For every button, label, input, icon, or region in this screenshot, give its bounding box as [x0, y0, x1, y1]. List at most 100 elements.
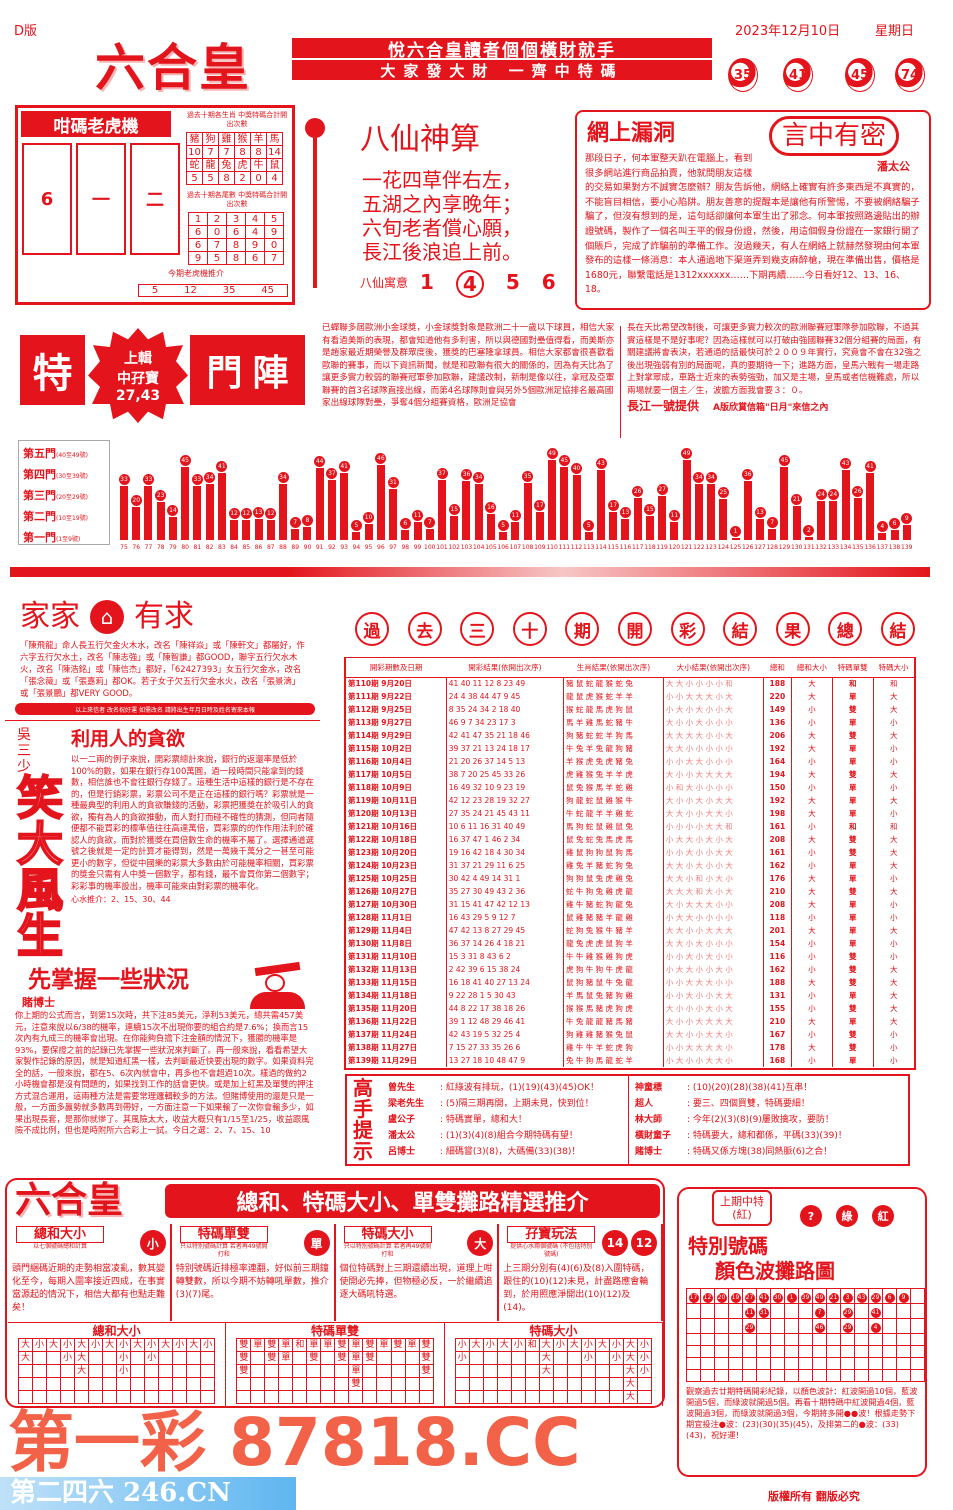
size-results: 小 小 大 大 大 大 小 [663, 1041, 764, 1054]
number-ball: 27 [744, 1293, 755, 1303]
number-ball: 19 [730, 1293, 741, 1303]
sum-big-small: 小 [791, 963, 833, 976]
chart-period-label: 129 [778, 544, 791, 551]
zhangwo-body: 你上期的公式而言，到第15次時，共下注85美元，淨利53美元，總共需457美元，… [15, 1010, 314, 1135]
special-odd-even: 單 [832, 794, 874, 807]
chart-value-label: 34 [473, 472, 485, 484]
tip-text: : 今年(2)(3)(8)(9)屢敗擒攻，要防！ [687, 1115, 834, 1125]
zodiac-results: 狗 豬 蛇 蛇 羊 狗 馬 [563, 729, 664, 742]
chart-bar [291, 528, 300, 540]
special-odd-even: 雙 [832, 1028, 874, 1041]
number-ball: 6 [884, 1293, 895, 1303]
liyong-tip: 心水推介：2、15、30、44 [71, 895, 171, 904]
sum: 164 [763, 755, 792, 768]
road-cell: 單 [348, 1338, 364, 1352]
chart-bar [413, 522, 422, 540]
special-odd-even: 雙 [832, 846, 874, 859]
sum: 208 [763, 898, 792, 911]
sum-big-small: 大 [791, 690, 833, 703]
card-body: 上三期分別有(4)(6)及(8)入圍特碼，跟住的(10)(12)未見，計盡路應會… [503, 1264, 650, 1313]
copyright: 版權所有 翻版必究 [768, 1490, 860, 1503]
color-road-cell [756, 1333, 771, 1346]
chart-bar [193, 486, 202, 540]
sum: 201 [763, 924, 792, 937]
chart-value-label: 14 [167, 505, 179, 517]
results-title-char: 開 [617, 612, 652, 646]
chart-value-label: 2 [803, 524, 815, 536]
sum-big-small: 小 [791, 755, 833, 768]
chart-bar [327, 479, 336, 540]
color-road-cell [798, 1303, 813, 1319]
tail-cell: 8 [226, 238, 246, 252]
period-date: 第132期 11月13日 [346, 963, 447, 976]
recommend-card: 特碼單雙 只以特別號碼計算 若者再49號開打和 單特別號碼近排極率連翻，好似前三期鐘… [172, 1224, 336, 1321]
road-cell: 雙 [362, 1338, 378, 1352]
color-road-cell [784, 1369, 799, 1382]
baxian-poem: 一花四草伴右左， 五湖之內享晚年； 六旬老者償心願， 長江後浪追上前。 [362, 168, 522, 264]
number-ball: 29 [744, 1323, 755, 1333]
color-road-cell: 41 [756, 1288, 771, 1304]
road-cell [538, 1390, 554, 1404]
chart-value-label: 25 [717, 487, 729, 499]
tip-text: : (5)隔三期再開，上期未見，快到位！ [440, 1099, 594, 1109]
sum: 150 [763, 781, 792, 794]
color-road-row [686, 1333, 925, 1346]
zodiac-results: 羊 猴 虎 兔 虎 豬 兔 [563, 755, 664, 768]
period-date: 第126期 10月27日 [346, 885, 447, 898]
column-header: 開彩期數及日期 [346, 659, 447, 678]
table-row: 第126期 10月27日 35 27 30 49 43 2 36 蛇 牛 狗 兔 雞… [346, 885, 914, 898]
special-big-small: 小 [890, 874, 898, 883]
color-road-cell: 49 [812, 1288, 827, 1304]
draw-numbers: 39 37 21 13 24 18 17 [446, 742, 565, 755]
count-cell: 7 [202, 145, 219, 159]
chart-value-label: 34 [204, 472, 216, 484]
zodiac-cell: 馬 [266, 132, 283, 146]
chart-value-label: 7 [289, 516, 301, 528]
jiajia-body: 「陳飛龍」命人長五行欠金火木水，改名「陳祥焱」或「陳軒文」都屬好，作六字五行欠水… [20, 640, 305, 698]
special-color-block [677, 1187, 927, 1477]
size-results: 大 大 小 小 大 大 小 [663, 807, 764, 820]
zodiac-results: 狗 雞 雞 豬 猴 兔 鼠 [563, 1028, 664, 1041]
color-road-cell [784, 1357, 799, 1370]
zodiac-cell: 蛇 [186, 158, 203, 172]
chart-period-label: 107 [509, 544, 522, 551]
jiajia-section: 家家 ⌂ 有求 「陳飛龍」命人長五行欠金火木水，改名「陳祥焱」或「陳軒文」都屬好… [5, 598, 320, 699]
size-results: 小 小 小 小 大 大 和 [663, 820, 764, 833]
results-title: 過去三十期開彩結果總結 [355, 612, 915, 646]
road-cell [88, 1351, 104, 1365]
zodiac-results: 猴 猴 馬 豬 虎 狗 虎 [563, 1002, 664, 1015]
color-road-cell [896, 1369, 911, 1382]
chart-period-label: 127 [754, 544, 766, 551]
chart-period-label: 87 [266, 544, 275, 551]
chart-bar [181, 466, 190, 540]
pick-ball: 小 [139, 1230, 166, 1256]
road-cell: 小 [144, 1351, 160, 1365]
grid-row: 10 7 7 8 8 14 [186, 145, 283, 159]
tail-cell: 0 [264, 238, 284, 252]
period-date: 第139期 11月29日 [346, 1054, 447, 1067]
size-results: 大 小 小 小 大 小 大 [663, 1002, 764, 1015]
chart-value-label: 21 [791, 493, 803, 505]
number-ball: 39 [800, 1293, 811, 1303]
color-road-cell [728, 1303, 743, 1319]
special-odd-even: 和 [832, 677, 874, 690]
chart-value-label: 24 [815, 488, 827, 500]
road-cell: 雙 [348, 1377, 364, 1391]
road-cell [468, 1377, 484, 1391]
chart-bar [144, 486, 153, 540]
liyong-section: 吳三少 笑大風生 利用人的貪欲 以一二兩的例子來說，開彩票總計來說，銀行的返還率… [5, 727, 320, 960]
color-road-cell [742, 1333, 757, 1346]
road-cell [102, 1377, 118, 1391]
road-cell [264, 1377, 280, 1391]
road-cell [186, 1351, 202, 1365]
road-cell [404, 1364, 420, 1378]
color-road-cell [728, 1333, 743, 1346]
road-cell [278, 1390, 294, 1404]
tipster-name: 橫財童子 [635, 1131, 672, 1141]
chart-bar [841, 469, 850, 540]
chart-period-label: 116 [619, 544, 632, 551]
sum-big-small: 大 [791, 768, 833, 781]
chart-bar [560, 466, 569, 540]
chart-period-label: 84 [230, 544, 238, 551]
